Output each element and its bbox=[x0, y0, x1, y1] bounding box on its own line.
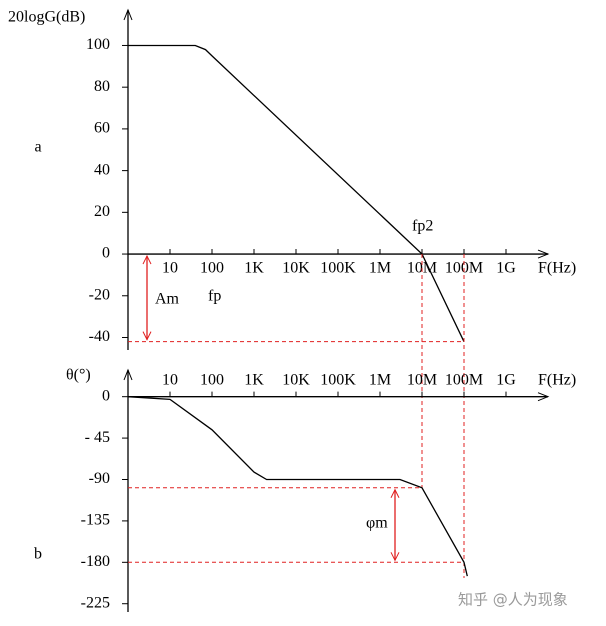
x-arrow bbox=[537, 392, 550, 402]
y-arrow bbox=[123, 368, 133, 381]
x-tick-label: 100K bbox=[320, 371, 356, 388]
watermark: 知乎 @人为现象 bbox=[458, 591, 568, 609]
y-tick-label: 60 bbox=[94, 120, 110, 137]
y-tick-label: -40 bbox=[89, 328, 110, 345]
x-tick-label: 1M bbox=[369, 371, 391, 388]
panel-label: b bbox=[34, 546, 42, 563]
curve bbox=[128, 44, 465, 342]
x-tick-label: 100 bbox=[200, 260, 224, 277]
x-tick-label: 100K bbox=[320, 260, 356, 277]
x-tick-label: 10 bbox=[162, 371, 178, 388]
y-tick-label: - 45 bbox=[85, 429, 110, 446]
annotation: Am bbox=[155, 291, 180, 308]
y-tick-label: 0 bbox=[102, 387, 110, 404]
x-tick-label: 1K bbox=[244, 260, 264, 277]
x-tick-label: 1K bbox=[244, 371, 264, 388]
x-tick-label: 1M bbox=[369, 260, 391, 277]
y-tick-label: 40 bbox=[94, 161, 110, 178]
y-tick-label: -20 bbox=[89, 286, 110, 303]
y-tick-label: -225 bbox=[81, 594, 110, 611]
y-tick-label: 20 bbox=[94, 203, 110, 220]
y-tick-label: -180 bbox=[81, 553, 110, 570]
x-tick-label: 10M bbox=[407, 371, 437, 388]
x-tick-label: 10 bbox=[162, 260, 178, 277]
x-tick-label: 10K bbox=[282, 260, 310, 277]
panel-label: a bbox=[34, 139, 41, 156]
x-tick-label: 100M bbox=[445, 371, 483, 388]
x-arrow bbox=[537, 249, 550, 259]
x-axis-label: F(Hz) bbox=[538, 260, 576, 277]
arrow-head bbox=[390, 488, 400, 562]
y-tick-label: 0 bbox=[102, 245, 110, 262]
annotation: φm bbox=[366, 515, 388, 532]
x-tick-label: 10K bbox=[282, 371, 310, 388]
x-tick-label: 100 bbox=[200, 371, 224, 388]
curve bbox=[127, 396, 468, 577]
x-tick-label: 1G bbox=[496, 260, 516, 277]
arrow-head bbox=[142, 254, 152, 341]
y-tick-label: 100 bbox=[86, 36, 110, 53]
y-tick-label: 80 bbox=[94, 78, 110, 95]
x-tick-label: 1G bbox=[496, 371, 516, 388]
y-tick-label: -90 bbox=[89, 470, 110, 487]
y-arrow bbox=[123, 8, 133, 21]
y-tick-label: -135 bbox=[81, 512, 110, 529]
y-axis-label: 20logG(dB) bbox=[8, 9, 85, 26]
x-axis-label: F(Hz) bbox=[538, 371, 576, 388]
annotation: fp2 bbox=[412, 218, 433, 235]
annotation: fp bbox=[208, 288, 221, 305]
y-axis-label: θ(°) bbox=[66, 367, 91, 384]
